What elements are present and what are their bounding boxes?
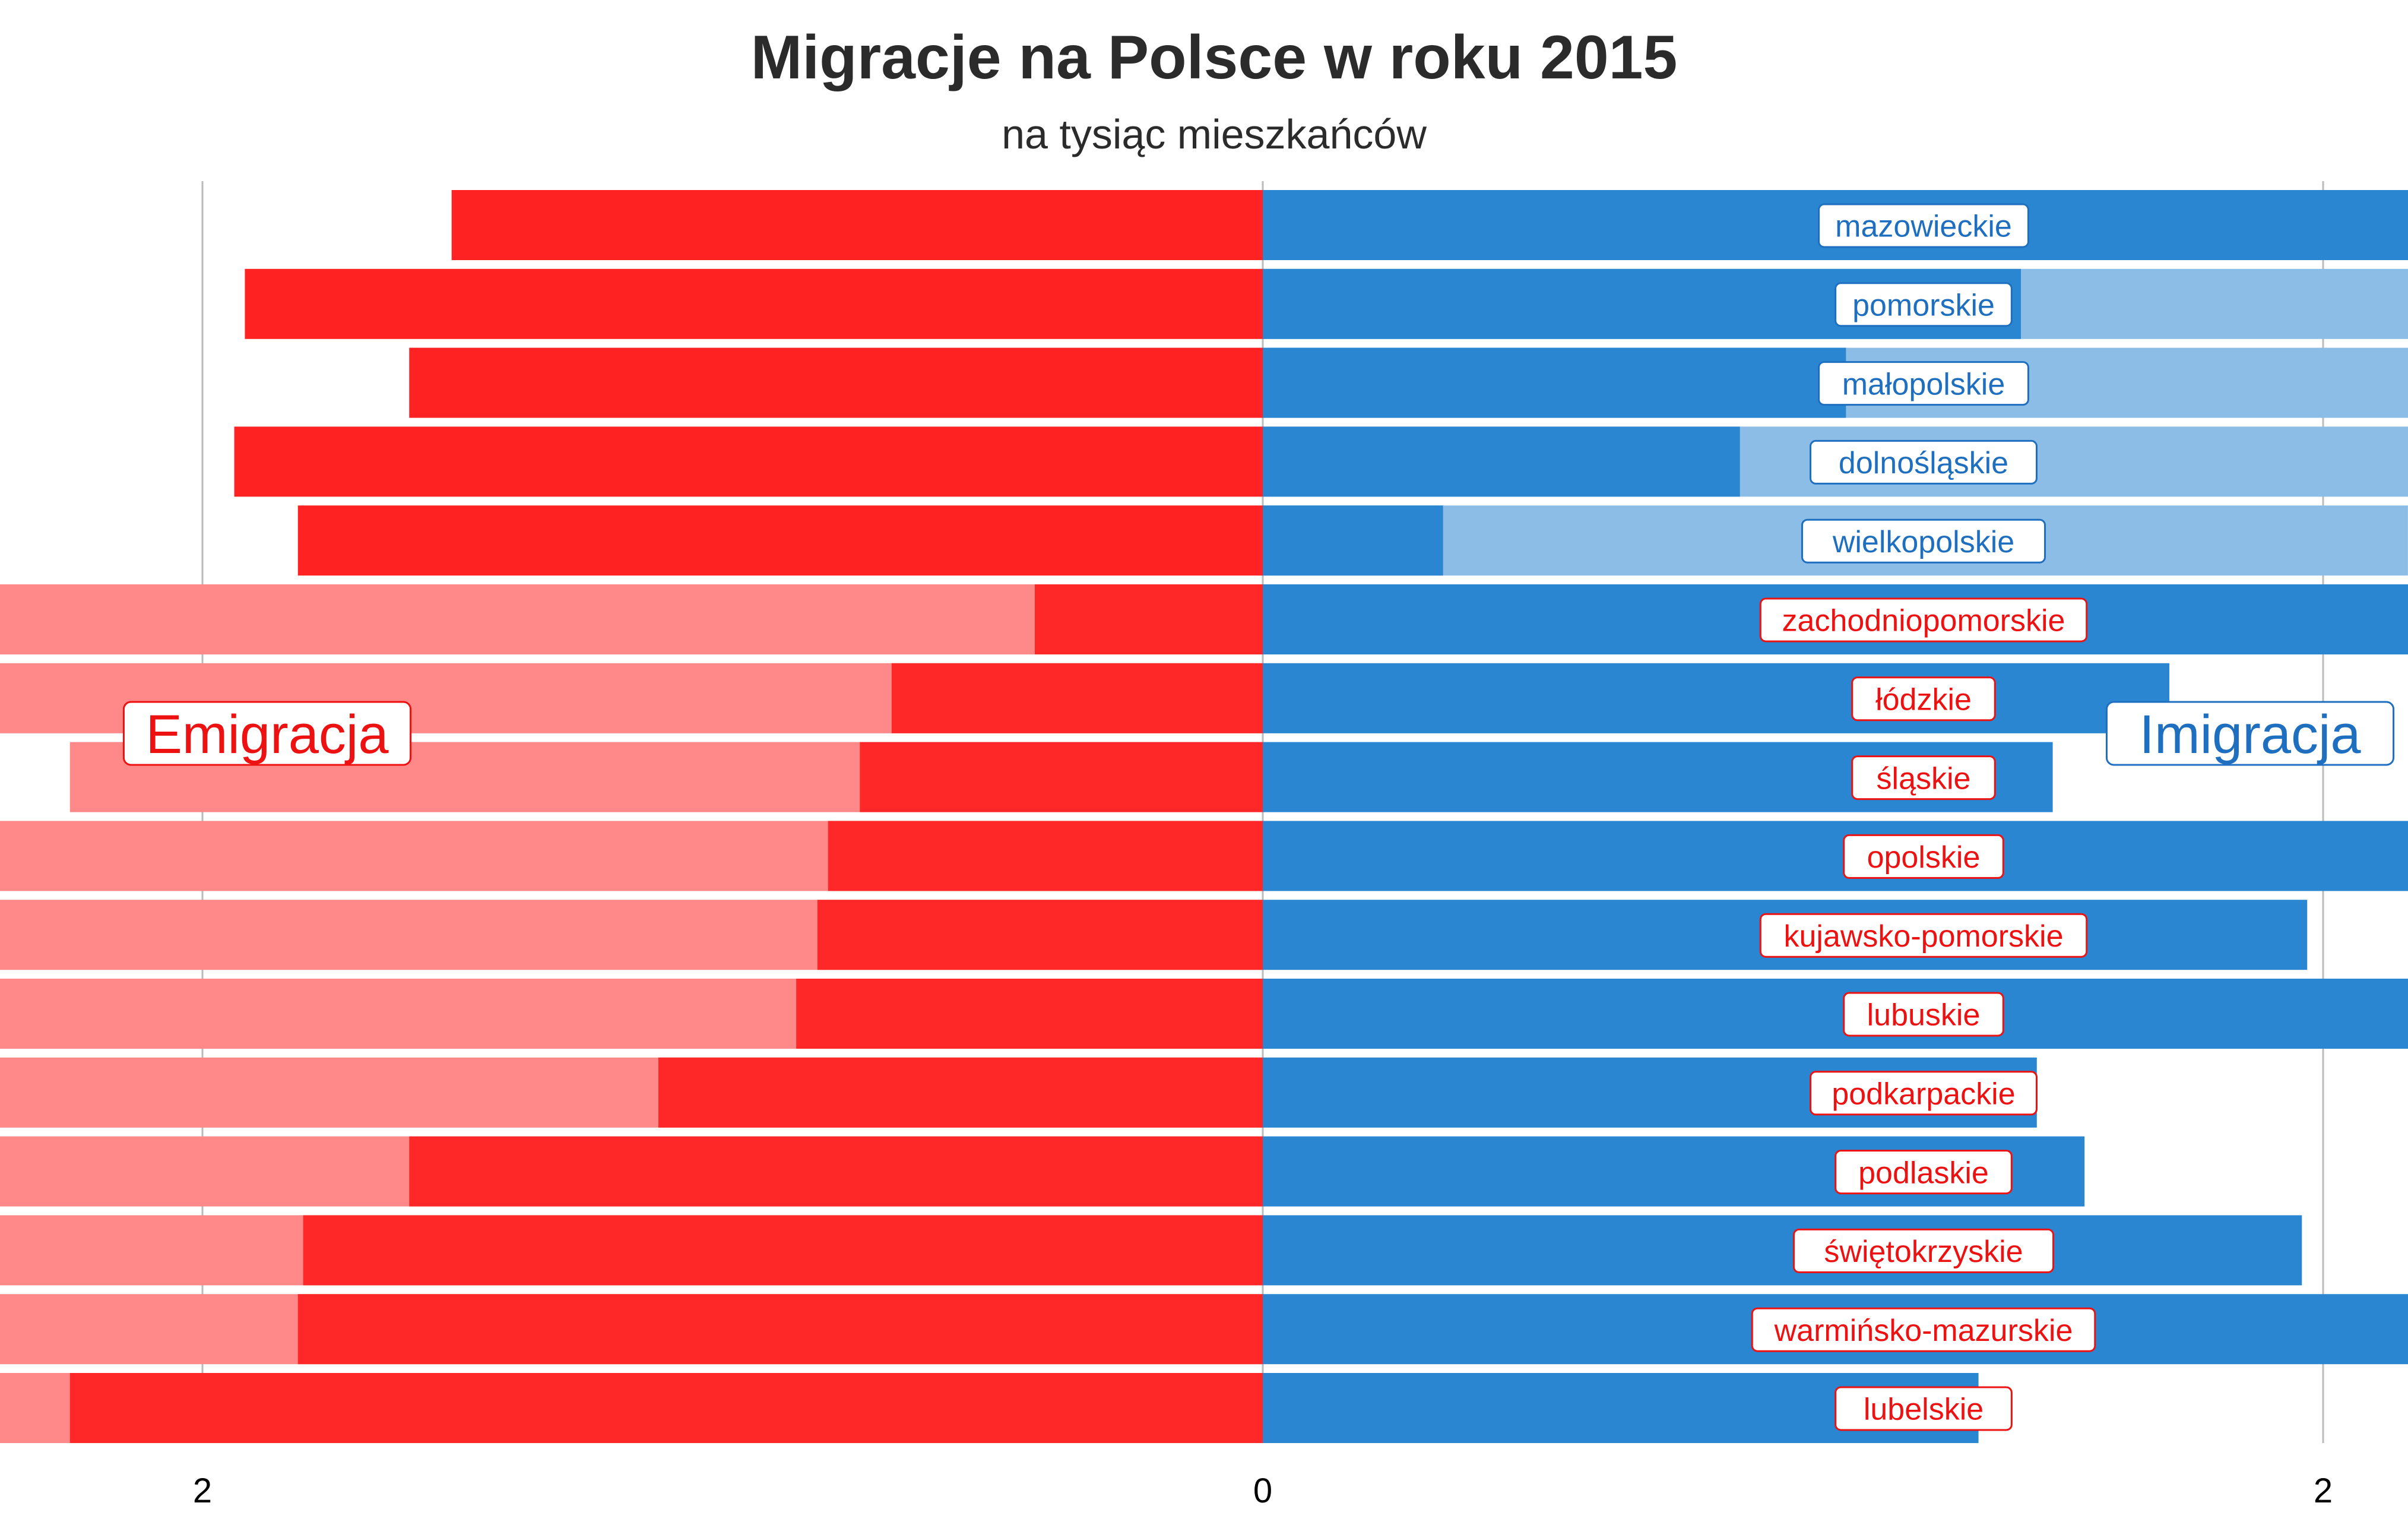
region-label: podlaskie bbox=[1858, 1156, 1989, 1190]
region-label: lubelskie bbox=[1864, 1393, 1984, 1427]
region-label-box bbox=[1843, 834, 2004, 879]
emigration-bar bbox=[234, 426, 1263, 497]
region-label: warmińsko-mazurskie bbox=[1774, 1314, 2073, 1348]
net-emigration-bar bbox=[297, 1294, 1263, 1365]
region-label: wielkopolskie bbox=[1832, 525, 2014, 559]
region-label: zachodniopomorskie bbox=[1782, 604, 2065, 638]
emigration-bar bbox=[245, 268, 1263, 339]
region-label-box bbox=[1843, 992, 2004, 1037]
region-label: podkarpackie bbox=[1832, 1077, 2015, 1112]
x-tick-label: 2 bbox=[193, 1472, 212, 1510]
region-label-box bbox=[1792, 1228, 2055, 1273]
region-label-box bbox=[1834, 282, 2013, 327]
region-label-box bbox=[1810, 439, 2038, 485]
net-immigration-bar bbox=[1263, 426, 1740, 497]
region-label-box bbox=[1818, 361, 2029, 406]
net-emigration-bar bbox=[817, 900, 1263, 970]
net-emigration-bar bbox=[69, 1373, 1263, 1443]
region-label-box bbox=[1759, 597, 2088, 643]
net-emigration-bar bbox=[1035, 584, 1263, 654]
region-label: kujawsko-pomorskie bbox=[1783, 919, 2063, 954]
chart-title: Migracje na Polsce w roku 2015 bbox=[751, 23, 1678, 92]
region-label-box bbox=[1810, 1071, 2038, 1116]
immigration-bar bbox=[1263, 1215, 2302, 1286]
region-label: śląskie bbox=[1877, 761, 1971, 796]
x-tick-label: 0 bbox=[1253, 1472, 1272, 1510]
immigration-bar bbox=[1263, 663, 2170, 733]
immigration-bar bbox=[1263, 979, 2408, 1049]
region-label-box bbox=[1818, 203, 2029, 248]
region-label-box bbox=[1801, 518, 2046, 564]
x-tick-label: 2 bbox=[2314, 1472, 2333, 1510]
net-immigration-bar bbox=[1263, 505, 1443, 576]
region-label: mazowieckie bbox=[1835, 210, 2012, 244]
region-label: małopolskie bbox=[1842, 367, 2005, 401]
emigration-bar bbox=[297, 505, 1263, 576]
immigration-label: Imigracja bbox=[2139, 704, 2361, 765]
region-label-box bbox=[1834, 1150, 2013, 1195]
emigration-label: Emigracja bbox=[145, 704, 389, 765]
immigration-label-box bbox=[2105, 701, 2395, 766]
region-label: łódzkie bbox=[1875, 683, 1972, 717]
region-label-box bbox=[1751, 1307, 2096, 1352]
region-label-box bbox=[1851, 755, 1996, 801]
region-label: dolnośląskie bbox=[1839, 446, 2008, 480]
region-label: pomorskie bbox=[1852, 289, 1995, 323]
net-immigration-bar bbox=[1263, 347, 1846, 418]
x-axis-ticks: 42024 bbox=[193, 1472, 2333, 1510]
net-emigration-bar bbox=[796, 979, 1263, 1049]
side-labels: Emigracja Imigracja bbox=[122, 701, 2395, 766]
region-label: lubuskie bbox=[1867, 998, 1981, 1033]
region-labels: mazowieckie pomorskie małopolskie dolnośląs… bbox=[1751, 203, 2096, 1431]
net-emigration-bar bbox=[409, 1136, 1263, 1207]
emigration-label-box bbox=[122, 701, 412, 766]
net-emigration-bar bbox=[658, 1057, 1263, 1128]
net-emigration-bar bbox=[891, 663, 1263, 733]
net-emigration-bar bbox=[303, 1215, 1263, 1286]
region-label: opolskie bbox=[1867, 840, 1981, 875]
emigration-bar bbox=[409, 347, 1263, 418]
region-label-box bbox=[1851, 676, 1996, 722]
net-emigration-bar bbox=[860, 742, 1263, 812]
region-label: świętokrzyskie bbox=[1824, 1235, 2023, 1269]
chart-subtitle: na tysiąc mieszkańców bbox=[1002, 111, 1427, 157]
region-label-box bbox=[1834, 1386, 2013, 1431]
region-label-box bbox=[1759, 913, 2088, 958]
net-emigration-bar bbox=[828, 821, 1263, 891]
immigration-bar bbox=[1263, 821, 2408, 891]
emigration-bar bbox=[451, 190, 1263, 260]
